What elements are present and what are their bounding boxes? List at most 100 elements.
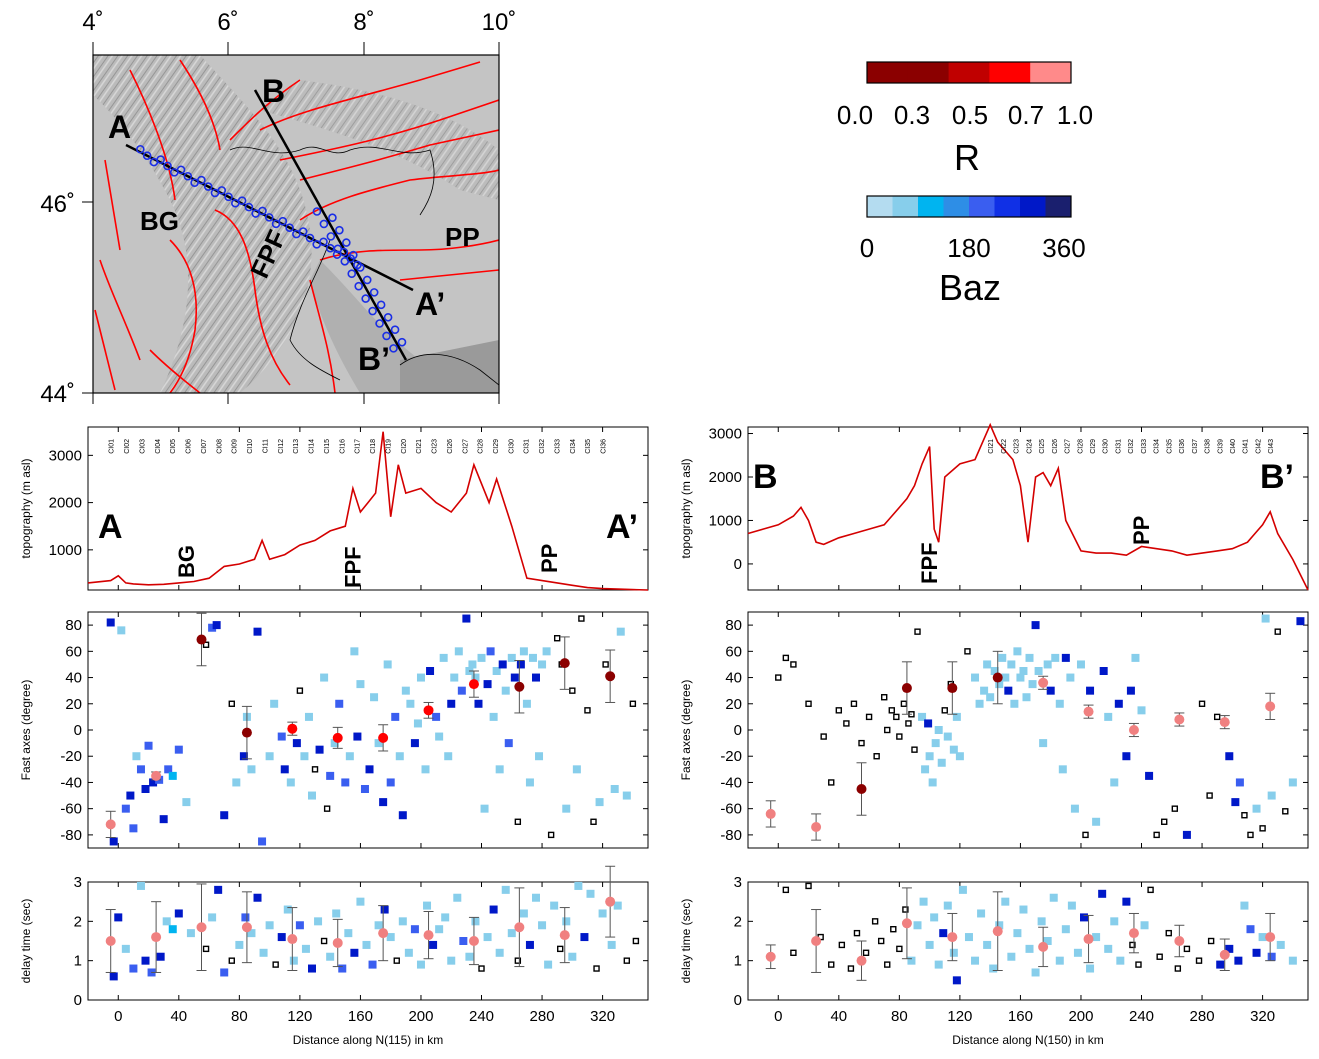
map-ticks: [82, 42, 500, 404]
measurement-point: [550, 901, 559, 910]
station-average: [1128, 725, 1139, 735]
measurement-point: [525, 940, 534, 949]
measurement-point: [253, 893, 262, 902]
measurement-point: [495, 948, 504, 957]
x-tick-label: 320: [1250, 1008, 1275, 1025]
y-tick-label: 3: [734, 874, 742, 891]
y-tick-label: 2: [734, 913, 742, 930]
station-label: CI06: [186, 439, 193, 454]
x-tick-label: 80: [231, 1008, 248, 1025]
borders: [229, 146, 499, 386]
measurement-point: [465, 952, 474, 961]
measurement-point: [928, 778, 937, 787]
x-axis-label: Distance along N(115) in km: [293, 1033, 444, 1047]
measurement-point: [132, 752, 141, 761]
measurement-point: [1022, 693, 1031, 702]
measurement-point: [1025, 944, 1034, 953]
measurement-null: [896, 945, 903, 953]
measurement-point: [386, 778, 395, 787]
station-label: CI23: [432, 439, 439, 454]
station-average: [151, 770, 162, 781]
measurement-point: [1013, 647, 1022, 656]
x-tick-label: 240: [469, 1008, 494, 1025]
measurement-point: [943, 901, 952, 910]
measurement-point: [1225, 944, 1234, 953]
measurement-point: [507, 929, 516, 938]
panel-topo-B: 0 1000 2000 3000 topography (m asl) CI21 CI22 C…: [679, 422, 1309, 591]
measurement-point: [1137, 706, 1146, 715]
measurement-null: [858, 739, 865, 747]
station-average: [378, 732, 389, 743]
measurement-point: [258, 837, 267, 846]
measurement-point: [480, 804, 489, 813]
map-station-marker: [319, 219, 329, 229]
colorbar-R-swatch: [989, 62, 1031, 83]
y-tick-label: 60: [725, 643, 742, 660]
measurement-point: [141, 956, 150, 965]
station-label: CI28: [1077, 439, 1084, 454]
measurement-point: [379, 798, 388, 807]
measurement-point: [483, 680, 492, 689]
measurement-point: [535, 752, 544, 761]
station-label: CI32: [1128, 439, 1135, 454]
station-label: CI35: [585, 439, 592, 454]
measurement-point: [356, 680, 365, 689]
profile-label-FPF: FPF: [917, 542, 942, 584]
measurement-null: [896, 733, 903, 740]
station-average: [287, 723, 298, 734]
measurement-point: [410, 925, 419, 934]
measurement-point: [486, 647, 495, 656]
measurement-point: [308, 791, 316, 800]
measurement-point: [320, 673, 329, 682]
station-average: [605, 671, 616, 682]
measurement-point: [398, 917, 407, 926]
measurement-point: [598, 909, 607, 918]
measurement-point: [374, 739, 383, 748]
measurement-point: [136, 881, 145, 890]
measurement-point: [1046, 686, 1055, 695]
station-average: [151, 932, 162, 943]
measurement-point: [314, 917, 323, 926]
measurement-point: [335, 699, 344, 708]
measurement-point: [1031, 968, 1040, 977]
measurement-point: [159, 815, 168, 824]
measurement-point: [995, 680, 1004, 689]
station-average: [765, 951, 776, 962]
station-label: CI15: [324, 439, 331, 454]
measurement-point: [164, 765, 173, 774]
measurement-point: [977, 909, 986, 918]
station-label: CI33: [554, 439, 561, 454]
measurement-null: [393, 957, 400, 964]
y-tick-label: -40: [720, 774, 742, 791]
measurement-point: [1104, 944, 1113, 953]
y-axis-label: Fast axes (degree): [19, 680, 33, 781]
measurement-point: [129, 824, 138, 833]
measurement-null: [1153, 831, 1160, 839]
measurement-point: [286, 778, 295, 787]
station-average: [992, 926, 1003, 937]
map-station-marker: [163, 161, 172, 171]
measurement-null: [884, 726, 891, 734]
station-label: CI37: [1192, 439, 1199, 454]
measurement-point: [126, 791, 135, 800]
measurement-point: [121, 944, 130, 953]
measurement-point: [1267, 791, 1276, 800]
colorbar-Baz-tick: 360: [1042, 233, 1085, 263]
y-tick-label: -20: [720, 748, 742, 765]
measurement-point: [1067, 901, 1076, 910]
measurement-point: [1039, 739, 1048, 748]
measurement-point: [1001, 897, 1010, 906]
measurement-null: [228, 957, 235, 964]
measurement-point: [1028, 680, 1037, 689]
measurement-null: [569, 687, 576, 694]
measurement-point: [1092, 817, 1101, 826]
measurement-null: [1206, 792, 1213, 799]
y-tick-label: 0: [74, 722, 82, 739]
y-tick-label: 1000: [49, 542, 82, 559]
measurement-point: [477, 653, 486, 662]
y-tick-label: -20: [60, 748, 82, 765]
measurement-point: [330, 739, 339, 748]
measurement-point: [607, 940, 616, 949]
measurement-point: [1240, 901, 1249, 910]
